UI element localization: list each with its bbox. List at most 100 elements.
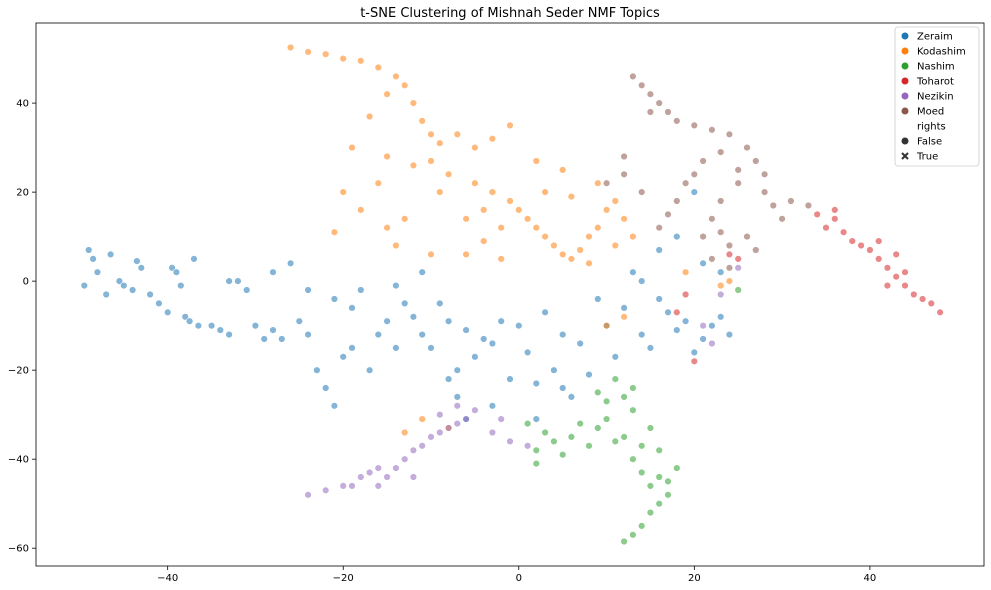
data-point xyxy=(734,179,742,187)
data-point xyxy=(515,322,523,330)
data-point xyxy=(339,54,347,63)
data-point xyxy=(374,464,382,472)
data-point xyxy=(646,424,655,432)
data-point xyxy=(655,224,663,232)
data-point xyxy=(339,353,347,361)
legend-label: False xyxy=(917,137,942,148)
legend-label: Zeraim xyxy=(917,32,953,43)
data-point xyxy=(673,117,681,125)
data-point xyxy=(194,322,203,330)
data-point xyxy=(594,388,602,397)
data-point xyxy=(594,295,602,303)
series-kodashim xyxy=(286,43,734,437)
data-point xyxy=(620,215,628,223)
data-point xyxy=(611,241,619,250)
data-point xyxy=(620,152,628,161)
data-point xyxy=(515,206,523,214)
data-point xyxy=(874,237,883,245)
data-point xyxy=(620,393,628,401)
data-point xyxy=(523,348,532,357)
data-point xyxy=(629,232,637,241)
data-point xyxy=(401,299,409,308)
data-point xyxy=(488,135,497,143)
data-point xyxy=(506,375,514,383)
data-point xyxy=(339,482,347,490)
data-point xyxy=(690,357,698,365)
data-point xyxy=(927,299,935,308)
data-point xyxy=(567,393,576,401)
data-point xyxy=(690,348,698,357)
data-point xyxy=(168,264,176,272)
data-point xyxy=(620,537,628,546)
data-point xyxy=(383,90,391,98)
data-point xyxy=(629,455,637,463)
data-point xyxy=(839,228,848,236)
data-point xyxy=(664,477,672,486)
x-tick-label: −40 xyxy=(157,573,178,584)
data-point xyxy=(567,192,576,201)
data-point xyxy=(558,330,567,339)
data-point xyxy=(699,157,707,165)
data-point xyxy=(532,379,540,388)
data-point xyxy=(401,81,409,90)
data-point xyxy=(541,428,549,437)
series-moed xyxy=(602,72,813,272)
data-point xyxy=(444,317,453,325)
data-point xyxy=(716,228,725,236)
data-point xyxy=(716,281,725,290)
data-point xyxy=(708,126,716,134)
data-point xyxy=(392,281,400,290)
data-point xyxy=(637,277,646,285)
series-nezikin xyxy=(304,264,742,499)
legend-label: Moed xyxy=(917,107,944,118)
plot-area xyxy=(35,22,985,567)
x-tick-label: 40 xyxy=(864,573,877,584)
data-point xyxy=(427,157,435,165)
data-point xyxy=(576,246,584,254)
data-point xyxy=(602,179,611,187)
data-point xyxy=(304,286,312,294)
data-point xyxy=(418,442,426,450)
data-point xyxy=(444,375,453,383)
data-point xyxy=(488,339,497,348)
data-point xyxy=(304,330,312,339)
data-point xyxy=(620,304,628,312)
data-point xyxy=(409,446,418,454)
data-point xyxy=(743,143,751,152)
data-point xyxy=(383,473,391,481)
data-point xyxy=(365,366,374,374)
data-point xyxy=(488,188,497,196)
data-point xyxy=(725,277,734,285)
data-point xyxy=(874,255,883,263)
y-tick-label: −40 xyxy=(8,455,29,466)
chart-title: t-SNE Clustering of Mishnah Seder NMF To… xyxy=(360,6,660,21)
data-point xyxy=(655,295,663,303)
legend-marker xyxy=(901,107,909,115)
data-point xyxy=(427,344,435,352)
data-point xyxy=(646,344,655,352)
data-point xyxy=(716,313,725,321)
data-point xyxy=(831,215,839,223)
data-point xyxy=(918,295,927,303)
data-point xyxy=(655,246,663,254)
data-point xyxy=(409,99,418,107)
y-tick-label: 20 xyxy=(16,188,29,199)
data-point xyxy=(734,264,742,272)
data-point xyxy=(558,166,567,174)
data-point xyxy=(541,188,549,196)
data-point xyxy=(374,179,382,187)
legend: Zeraim Kodashim Nashim Toharot Nezikin Moed ri… xyxy=(894,26,980,167)
data-point xyxy=(637,188,646,196)
data-point xyxy=(177,281,185,290)
data-point xyxy=(216,326,225,334)
data-point xyxy=(664,491,672,499)
data-point xyxy=(734,166,742,174)
data-point xyxy=(532,224,540,232)
data-point xyxy=(725,264,734,272)
data-point xyxy=(558,384,567,392)
data-point xyxy=(164,308,172,316)
data-point xyxy=(936,308,944,316)
data-point xyxy=(357,473,365,481)
data-point xyxy=(392,464,400,472)
data-point xyxy=(313,366,321,374)
